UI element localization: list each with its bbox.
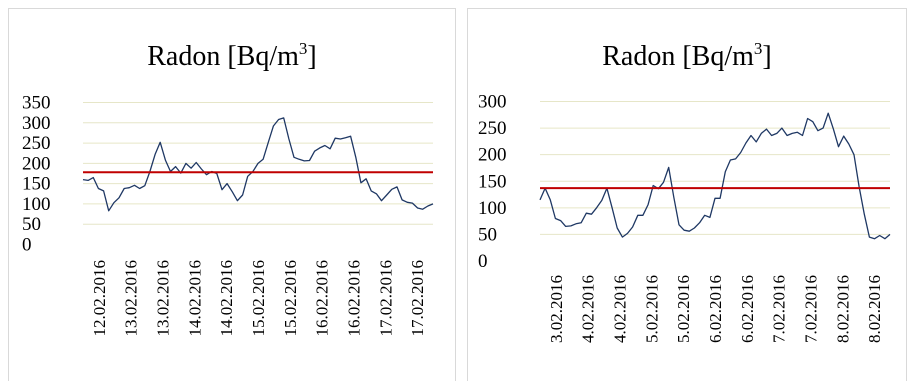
y-tick-label: 350 <box>22 93 51 114</box>
y-tick-label: 150 <box>478 171 507 192</box>
x-tick-label: 4.02.2016 <box>579 275 598 343</box>
radon-series-line <box>539 112 891 240</box>
x-tick-label: 13.02.2016 <box>122 260 141 337</box>
x-tick-label: 5.02.2016 <box>674 275 693 343</box>
y-tick-label: 150 <box>22 174 51 195</box>
radon-chart-right: Radon [Bq/m3] 0 50 100 150 200 250 300 3.02.201… <box>467 8 907 381</box>
x-tick-label: 8.02.2016 <box>833 275 852 343</box>
x-tick-label: 7.02.2016 <box>770 275 789 343</box>
x-tick-label: 13.02.2016 <box>154 260 173 337</box>
x-tick-label: 14.02.2016 <box>185 260 204 337</box>
y-tick-label: 0 <box>22 235 32 256</box>
x-tick-label: 16.02.2016 <box>313 260 332 337</box>
y-tick-label: 200 <box>478 145 507 166</box>
x-tick-label: 12.02.2016 <box>90 260 109 337</box>
x-tick-label: 6.02.2016 <box>738 275 757 343</box>
y-tick-label: 250 <box>478 118 507 139</box>
y-tick-label: 0 <box>478 251 488 272</box>
y-tick-label: 100 <box>478 198 507 219</box>
chart-title-right: Radon [Bq/m3] <box>602 39 772 72</box>
chart-title-left: Radon [Bq/m3] <box>147 39 317 72</box>
y-tick-label: 50 <box>478 224 497 245</box>
x-tick-label: 3.02.2016 <box>547 275 566 343</box>
x-tick-label: 15.02.2016 <box>281 260 300 337</box>
x-tick-label: 5.02.2016 <box>642 275 661 343</box>
y-tick-label: 50 <box>22 214 41 235</box>
x-tick-label: 17.02.2016 <box>376 260 395 337</box>
y-tick-label: 200 <box>22 153 51 174</box>
radon-chart-left: Radon [Bq/m3] 0 50 100 150 200 250 300 350 12.02… <box>8 8 456 381</box>
plot-area-right: 0 50 100 150 200 250 300 3.02.2016 4.02.2016 4.02… <box>478 92 891 343</box>
y-tick-label: 250 <box>22 133 51 154</box>
y-tick-label: 100 <box>22 194 51 215</box>
x-tick-label: 7.02.2016 <box>801 275 820 343</box>
x-tick-label: 8.02.2016 <box>865 275 884 343</box>
y-tick-label: 300 <box>478 92 507 113</box>
x-tick-label: 14.02.2016 <box>217 260 236 337</box>
x-tick-label: 16.02.2016 <box>344 260 363 337</box>
x-tick-label: 4.02.2016 <box>611 275 630 343</box>
x-tick-label: 6.02.2016 <box>706 275 725 343</box>
x-tick-label: 17.02.2016 <box>408 260 427 337</box>
radon-series-line <box>82 117 434 212</box>
y-tick-label: 300 <box>22 113 51 134</box>
x-tick-label: 15.02.2016 <box>249 260 268 337</box>
